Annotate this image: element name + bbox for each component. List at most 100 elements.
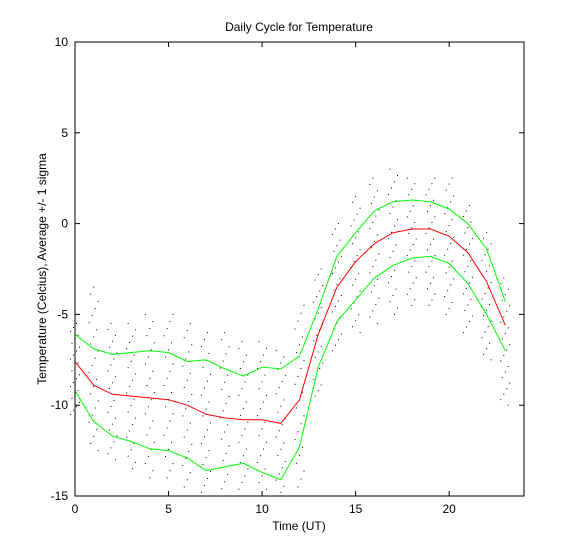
scatter-point (414, 299, 416, 301)
scatter-point (373, 285, 375, 287)
scatter-point (450, 284, 452, 286)
scatter-point (467, 227, 469, 229)
scatter-point (358, 314, 360, 316)
scatter-point (182, 415, 184, 417)
scatter-point (172, 313, 174, 315)
scatter-point (336, 245, 338, 247)
scatter-point (464, 271, 466, 273)
scatter-point (183, 486, 185, 488)
scatter-point (225, 452, 227, 454)
scatter-point (222, 410, 224, 412)
scatter-point (481, 337, 483, 339)
scatter-point (260, 408, 262, 410)
scatter-point (258, 341, 260, 343)
scatter-point (429, 244, 431, 246)
scatter-point (391, 276, 393, 278)
scatter-point (397, 307, 399, 309)
scatter-point (355, 237, 357, 239)
scatter-point (331, 272, 333, 274)
scatter-point (149, 328, 151, 330)
scatter-point (168, 349, 170, 351)
scatter-point (470, 298, 472, 300)
scatter-point (411, 304, 413, 306)
scatter-point (356, 255, 358, 257)
scatter-point (277, 454, 279, 456)
scatter-point (208, 352, 210, 354)
scatter-point (77, 390, 79, 392)
scatter-point (317, 312, 319, 314)
scatter-point (203, 436, 205, 438)
y-tick-label: -15 (51, 489, 69, 503)
scatter-point (266, 488, 268, 490)
scatter-point (429, 205, 431, 207)
scatter-point (275, 436, 277, 438)
scatter-point (391, 231, 393, 233)
scatter-point (411, 227, 413, 229)
scatter-point (261, 428, 263, 430)
scatter-point (127, 411, 129, 413)
scatter-point (389, 301, 391, 303)
scatter-point (149, 427, 151, 429)
scatter-point (239, 414, 241, 416)
scatter-point (313, 301, 315, 303)
scatter-point (389, 212, 391, 214)
scatter-point (490, 281, 492, 283)
scatter-point (334, 344, 336, 346)
scatter-point (301, 391, 303, 393)
scatter-point (462, 293, 464, 295)
scatter-point (350, 225, 352, 227)
scatter-point (317, 351, 319, 353)
scatter-point (503, 277, 505, 279)
scatter-point (221, 388, 223, 390)
scatter-point (350, 308, 352, 310)
scatter-point (320, 384, 322, 386)
scatter-point (205, 457, 207, 459)
scatter-point (336, 322, 338, 324)
scatter-point (296, 462, 298, 464)
scatter-point (107, 453, 109, 455)
scatter-point (359, 290, 361, 292)
scatter-point (504, 294, 506, 296)
scatter-point (166, 377, 168, 379)
scatter-point (280, 405, 282, 407)
scatter-point (126, 392, 128, 394)
scatter-point (358, 272, 360, 274)
x-tick-label: 5 (165, 502, 172, 516)
scatter-point (183, 386, 185, 388)
scatter-point (303, 470, 305, 472)
scatter-point (71, 342, 73, 344)
series-lines (74, 199, 506, 481)
x-tick-label: 15 (349, 502, 363, 516)
scatter-point (337, 223, 339, 225)
scatter-point (320, 345, 322, 347)
scatter-point (486, 309, 488, 311)
scatter-point (470, 221, 472, 223)
scatter-point (392, 206, 394, 208)
scatter-point (113, 399, 115, 401)
scatter-point (94, 357, 96, 359)
scatter-point (331, 350, 333, 352)
scatter-point (152, 420, 154, 422)
scatter-point (172, 413, 174, 415)
scatter-point (428, 188, 430, 190)
scatter-point (375, 304, 377, 306)
scatter-point (227, 424, 229, 426)
scatter-point (313, 379, 315, 381)
scatter-point (334, 306, 336, 308)
scatter-point (88, 322, 90, 324)
scatter-point (93, 286, 95, 288)
scatter-point (129, 386, 131, 388)
scatter-point (352, 284, 354, 286)
scatter-point (96, 379, 98, 381)
scatter-point (209, 422, 211, 424)
scatter-point (388, 238, 390, 240)
scatter-point (263, 401, 265, 403)
scatter-point (191, 443, 193, 445)
scatter-point (75, 378, 77, 380)
scatter-point (186, 479, 188, 481)
scatter-point (132, 335, 134, 337)
scatter-point (294, 328, 296, 330)
scatter-point (166, 427, 168, 429)
scatter-point (334, 267, 336, 269)
scatter-point (412, 205, 414, 207)
